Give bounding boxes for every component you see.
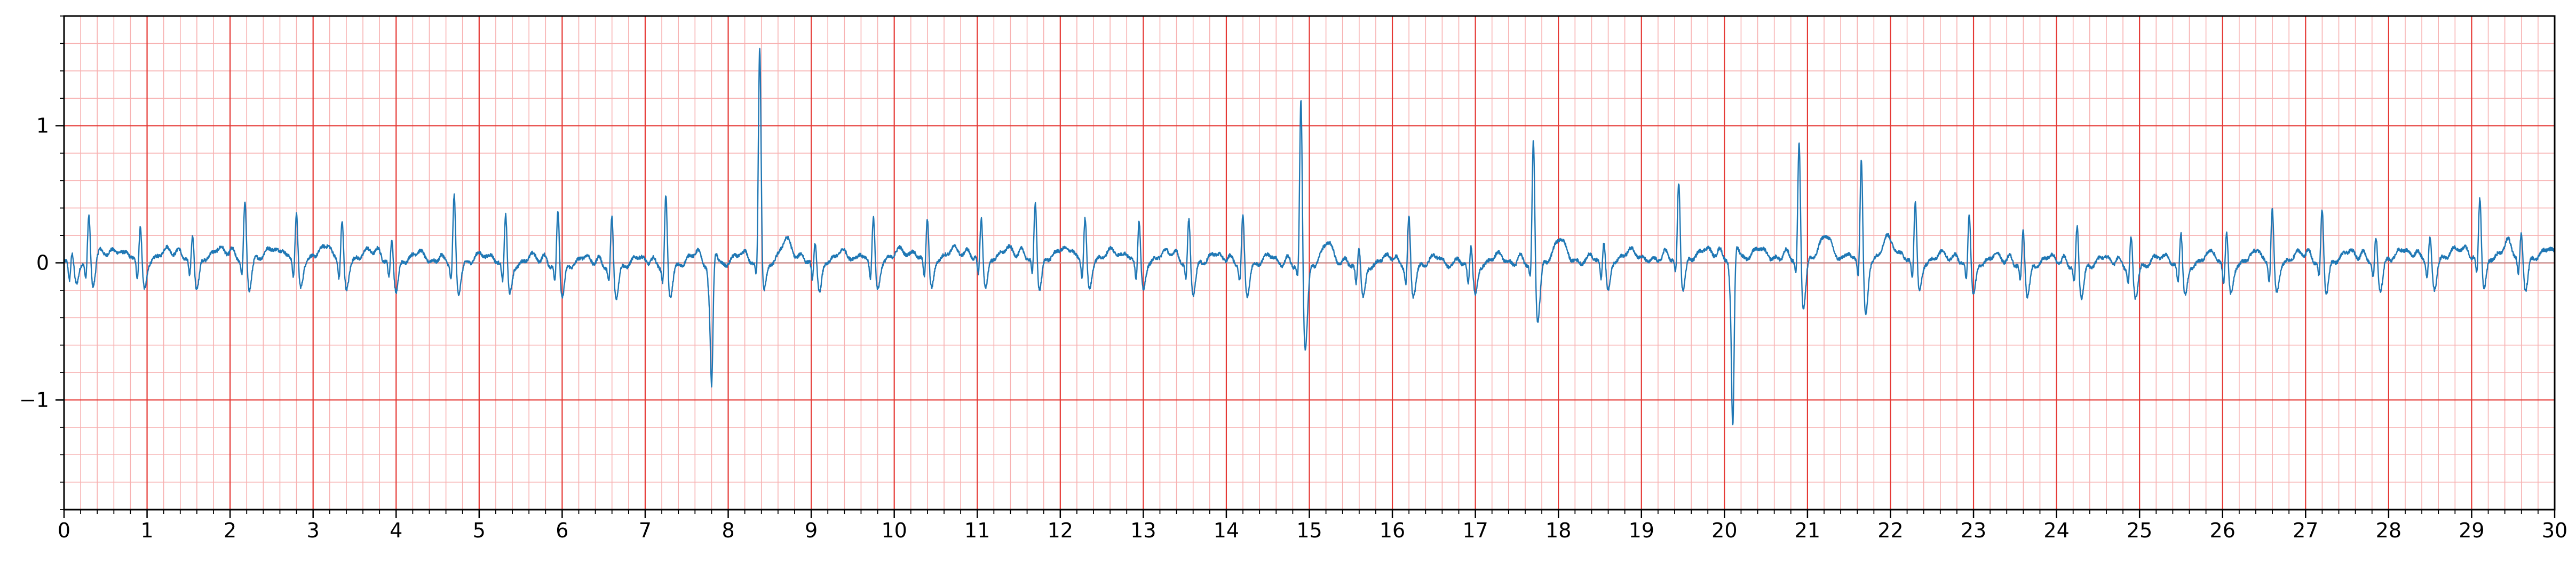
x-tick-label: 22 [1877,519,1903,542]
x-tick-label: 11 [964,519,990,542]
x-tick-label: 6 [556,519,568,542]
x-tick-label: 30 [2542,519,2567,542]
x-tick-label: 28 [2376,519,2401,542]
x-tick-label: 20 [1711,519,1737,542]
x-tick-label: 13 [1130,519,1156,542]
x-tick-label: 25 [2127,519,2152,542]
x-tick-label: 0 [58,519,70,542]
x-tick-label: 27 [2293,519,2318,542]
x-tick-label: 15 [1296,519,1322,542]
plot-area [63,47,2556,425]
y-axis: −1 0 1 [19,15,64,510]
x-axis: 0 1 2 3 4 5 6 7 8 9 10 11 12 13 14 15 16 17 18 19 20 21 22 23 24… [58,510,2567,542]
y-tick-label: 1 [36,114,49,138]
x-tick-label: 16 [1380,519,1405,542]
x-tick-label: 24 [2043,519,2069,542]
x-tick-label: 29 [2459,519,2484,542]
x-tick-label: 2 [224,519,236,542]
x-tick-label: 26 [2210,519,2236,542]
x-tick-label: 19 [1629,519,1654,542]
x-tick-label: 3 [307,519,320,542]
x-tick-label: 9 [805,519,818,542]
x-tick-label: 4 [390,519,402,542]
x-tick-label: 17 [1462,519,1488,542]
y-tick-label: 0 [36,251,49,275]
x-tick-label: 21 [1795,519,1820,542]
x-tick-label: 14 [1214,519,1239,542]
x-tick-label: 12 [1048,519,1073,542]
x-tick-label: 10 [881,519,907,542]
y-tick-label: −1 [19,388,49,411]
x-tick-label: 18 [1545,519,1571,542]
x-tick-label: 1 [140,519,153,542]
x-tick-label: 8 [722,519,734,542]
x-tick-label: 5 [473,519,486,542]
x-tick-label: 23 [1961,519,1986,542]
ecg-series-line [63,47,2556,425]
x-tick-label: 7 [639,519,652,542]
